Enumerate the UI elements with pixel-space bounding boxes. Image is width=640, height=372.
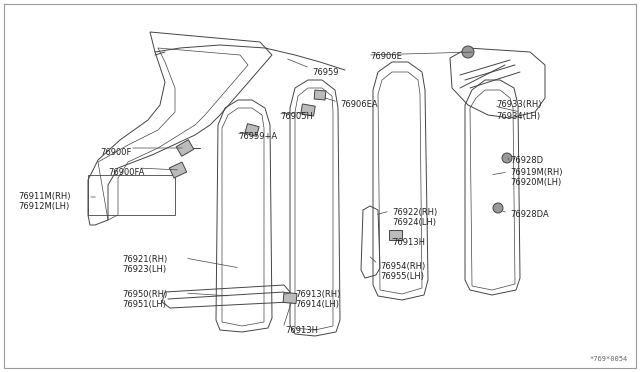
Bar xyxy=(283,292,297,304)
Text: 76911M(RH): 76911M(RH) xyxy=(18,192,70,201)
Text: 76922(RH): 76922(RH) xyxy=(392,208,437,217)
Text: 76920M(LH): 76920M(LH) xyxy=(510,178,561,187)
Text: 76955(LH): 76955(LH) xyxy=(380,272,424,281)
Bar xyxy=(170,162,187,178)
Text: 76959+A: 76959+A xyxy=(238,132,277,141)
Text: 76923(LH): 76923(LH) xyxy=(122,265,166,274)
Text: 76950(RH): 76950(RH) xyxy=(122,290,167,299)
Text: 76928D: 76928D xyxy=(510,156,543,165)
Text: 76906E: 76906E xyxy=(370,52,402,61)
Text: 76933(RH): 76933(RH) xyxy=(496,100,541,109)
Text: 76921(RH): 76921(RH) xyxy=(122,255,167,264)
Circle shape xyxy=(502,153,512,163)
Circle shape xyxy=(462,46,474,58)
Bar xyxy=(245,124,259,137)
Text: 76906EA: 76906EA xyxy=(340,100,378,109)
Circle shape xyxy=(493,203,503,213)
Text: 76913(RH): 76913(RH) xyxy=(295,290,340,299)
Text: 76928DA: 76928DA xyxy=(510,210,548,219)
Text: 76900FA: 76900FA xyxy=(108,168,145,177)
Text: 76934(LH): 76934(LH) xyxy=(496,112,540,121)
Bar xyxy=(301,104,316,116)
Text: 76951(LH): 76951(LH) xyxy=(122,300,166,309)
Text: 76914(LH): 76914(LH) xyxy=(295,300,339,309)
Text: 76959: 76959 xyxy=(312,68,339,77)
Text: 76905H: 76905H xyxy=(280,112,313,121)
Text: *769*0054: *769*0054 xyxy=(589,356,628,362)
Bar xyxy=(176,140,194,156)
Text: 76913H: 76913H xyxy=(392,238,425,247)
Text: 76900F: 76900F xyxy=(100,148,131,157)
Bar xyxy=(314,90,326,100)
Text: 76913H: 76913H xyxy=(285,326,318,335)
Text: 76912M(LH): 76912M(LH) xyxy=(18,202,69,211)
Text: 76954(RH): 76954(RH) xyxy=(380,262,425,271)
Text: 76919M(RH): 76919M(RH) xyxy=(510,168,563,177)
Text: 76924(LH): 76924(LH) xyxy=(392,218,436,227)
Bar xyxy=(388,230,401,240)
